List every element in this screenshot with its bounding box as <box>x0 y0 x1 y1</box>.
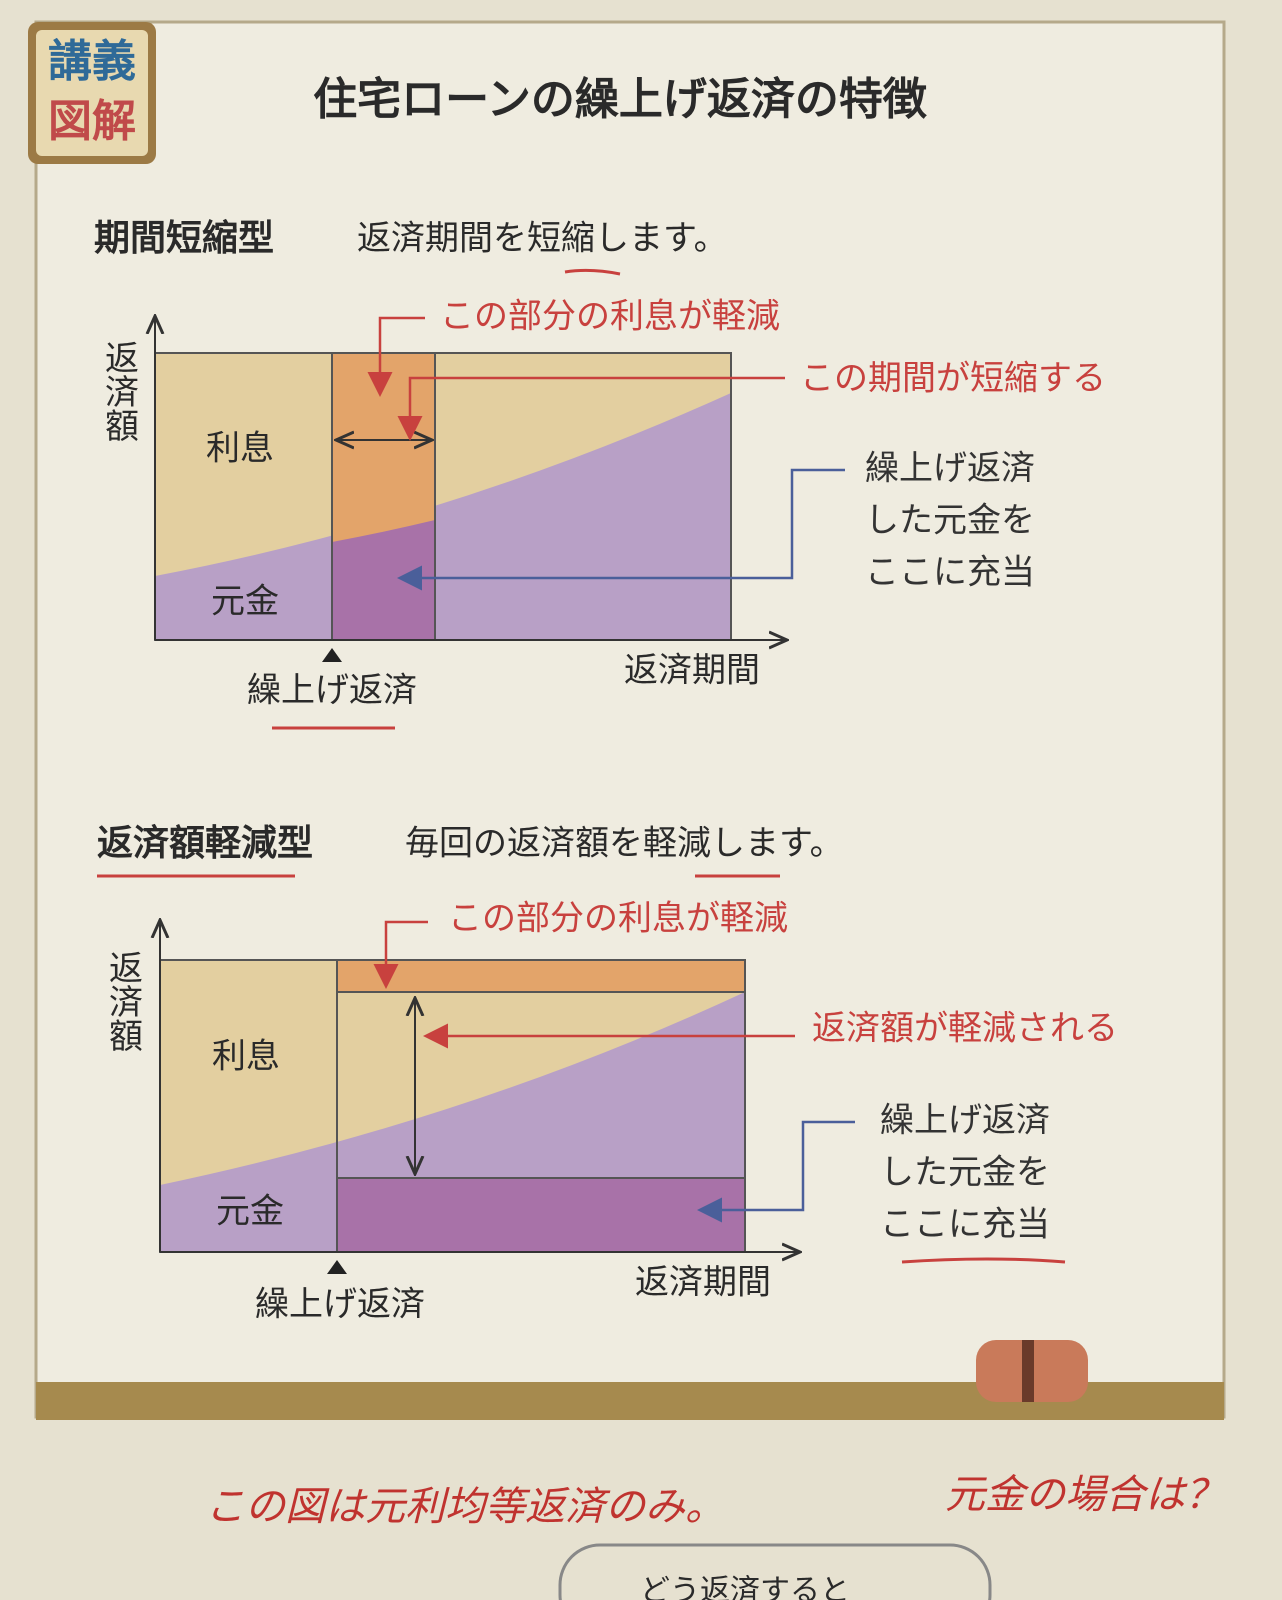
callout-text: ここに充当 <box>865 553 1035 593</box>
footer-text: どう返済すると <box>640 1574 850 1600</box>
handwritten-note: この図は元利均等返済のみ。 <box>205 1484 725 1530</box>
callout-line <box>373 920 428 989</box>
interest-label: 利息 <box>212 1037 280 1077</box>
badge-text: 講義 <box>48 36 136 87</box>
x-axis-label: 返済期間 <box>624 651 760 691</box>
section-description: 返済期間を短縮します。 <box>357 219 728 259</box>
prepay-label: 繰上げ返済 <box>247 671 417 711</box>
interest-label: 利息 <box>206 429 274 469</box>
section-heading: 返済額軽減型 <box>97 823 313 864</box>
badge-text: 図解 <box>48 96 136 147</box>
callout-text: した元金を <box>865 501 1035 541</box>
callout-text: この期間が短縮する <box>800 359 1106 399</box>
callout-text: した元金を <box>880 1153 1050 1193</box>
callout-text: ここに充当 <box>880 1205 1050 1245</box>
callout-line <box>397 468 845 591</box>
callout-text: この部分の利息が軽減 <box>448 899 788 939</box>
callout-text: 返済額が軽減される <box>812 1009 1118 1049</box>
prepay-marker <box>322 648 342 662</box>
prepay-principal <box>332 520 435 640</box>
prepay-label: 繰上げ返済 <box>255 1285 425 1325</box>
page-tab-stripe <box>1022 1340 1034 1402</box>
y-axis-label: 返済額 <box>99 340 139 442</box>
callout-text: この部分の利息が軽減 <box>440 297 780 337</box>
principal-label: 元金 <box>211 582 279 622</box>
callout-line <box>697 1120 855 1223</box>
footer-box <box>558 1543 992 1600</box>
handwritten-note: 元金の場合は？ <box>945 1472 1225 1518</box>
y-axis-label: 返済額 <box>103 950 143 1052</box>
callout-text: 繰上げ返済 <box>865 449 1035 489</box>
underline <box>901 1257 1066 1264</box>
principal-label: 元金 <box>216 1192 284 1232</box>
badge-inner <box>36 30 148 156</box>
underline <box>564 268 621 276</box>
prepay-principal <box>337 1178 745 1252</box>
section-heading: 期間短縮型 <box>94 218 274 259</box>
x-axis-label: 返済期間 <box>635 1263 771 1303</box>
callout-line <box>367 316 425 397</box>
section-description: 毎回の返済額を軽減します。 <box>405 824 844 864</box>
callout-text: 繰上げ返済 <box>880 1101 1050 1141</box>
callout-line <box>397 376 785 441</box>
title: 住宅ローンの繰上げ返済の特徴 <box>313 74 928 125</box>
prepay-interest <box>337 960 745 992</box>
prepay-marker <box>327 1260 347 1274</box>
